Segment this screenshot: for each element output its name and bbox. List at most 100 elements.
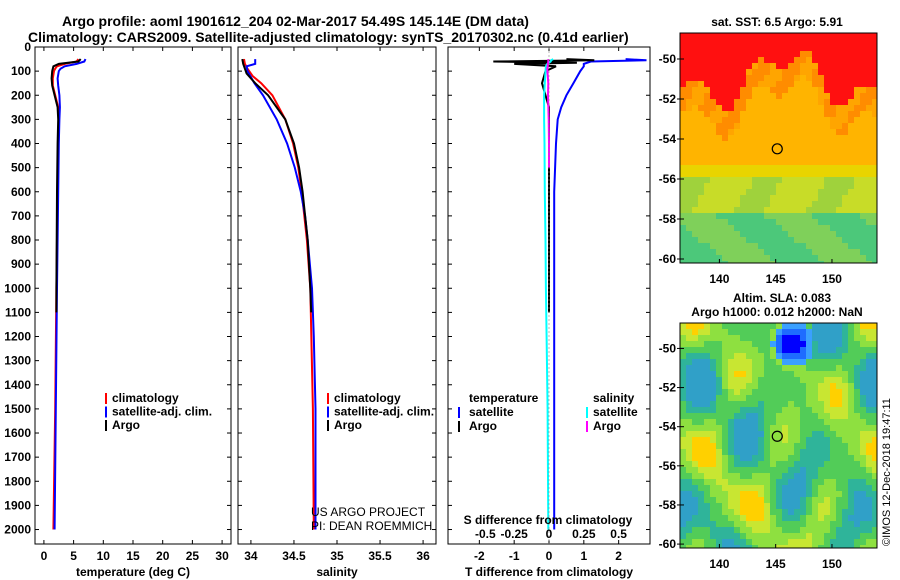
sst_map-cell [758,39,764,45]
sla_map-cell [806,401,812,407]
sst_map-cell [782,171,788,177]
sst_map-cell [842,69,848,75]
sla_map-cell [686,371,692,377]
sla_map-cell [800,509,806,515]
sst_map-cell [806,75,812,81]
depth-tick-label: 1200 [4,330,31,344]
sst_map-cell [788,105,794,111]
sst_map-cell [698,105,704,111]
sla_map-cell [860,509,866,515]
sst_map-cell [842,99,848,105]
sst_map-cell [842,201,848,207]
sla_map-cell [686,479,692,485]
sla_map-cell [866,491,872,497]
sla_map-cell [698,539,704,545]
sla_map-cell [836,485,842,491]
sla_map-cell [854,503,860,509]
sst_map-cell [686,171,692,177]
sst_map-cell [854,45,860,51]
sst_map-cell [704,255,710,261]
sst_map-cell [794,141,800,147]
sst_map-cell [800,57,806,63]
sla_map-cell [692,443,698,449]
sst_map-cell [836,231,842,237]
sst_map-cell [758,243,764,249]
sst_map-cell [866,183,872,189]
sla_map-cell [830,365,836,371]
sst_map-cell [806,117,812,123]
sst_map-cell [848,69,854,75]
sst_map-cell [782,87,788,93]
sla_map-cell [842,347,848,353]
sst_map-cell [686,69,692,75]
sla_map-cell [866,335,872,341]
sla_map-cell [764,401,770,407]
sst_map-cell [872,93,877,99]
sst_map-cell [716,51,722,57]
sst_map-cell [866,177,872,183]
depth-tick-label: 1400 [4,378,31,392]
sla_map-cell [794,443,800,449]
sst_map-cell [770,159,776,165]
sla_map-cell [710,485,716,491]
sla_map-cell [842,449,848,455]
sla_map-cell [806,449,812,455]
sst_map-cell [824,93,830,99]
salinity-diff-tick-label: 0.5 [610,527,627,541]
sst_map-cell [800,33,806,39]
sla_map-cell [698,461,704,467]
sla_map-cell [866,437,872,443]
sla_map-cell [848,371,854,377]
sst_map-cell [788,87,794,93]
sst_map-cell [794,213,800,219]
sst_map-cell [824,261,830,263]
sla_map-cell [836,533,842,539]
sla_map-cell [830,545,836,548]
sst_map-cell [806,87,812,93]
sla_map-cell [860,329,866,335]
sst_map-cell [788,39,794,45]
sla_map-cell [704,509,710,515]
sst_map-cell [824,165,830,171]
sst_map-cell [788,135,794,141]
sla_map-cell [740,335,746,341]
sla_map-cell [752,461,758,467]
sla_map-cell [872,395,877,401]
sst_map-cell [836,147,842,153]
sla_map-cell [710,425,716,431]
sla_map-cell [806,443,812,449]
sst_map-cell [848,129,854,135]
sst_map-cell [740,213,746,219]
sla_map-cell [716,383,722,389]
sst_map-cell [788,201,794,207]
sst_map-cell [854,201,860,207]
sst_map-cell [692,75,698,81]
sst_map-cell [842,123,848,129]
sla_map-cell [800,383,806,389]
sst_map-cell [722,129,728,135]
sst_map-cell [818,249,824,255]
sst_map-cell [860,243,866,249]
difference-series-temperature-satellite [553,58,647,530]
sla_map-cell [836,413,842,419]
sla_map-cell [788,473,794,479]
sla_map-cell [716,407,722,413]
sst_map-cell [752,75,758,81]
sla_map-cell [746,407,752,413]
sla_map-cell [728,449,734,455]
sst_map-cell [800,159,806,165]
sla_map-cell [812,533,818,539]
sst_map-cell [836,183,842,189]
sst_map-cell [728,99,734,105]
sla_map-cell [680,473,686,479]
sla_map-cell [764,497,770,503]
sst_map-cell [854,153,860,159]
sst_map-cell [854,255,860,261]
sst_map-cell [794,57,800,63]
sla_map-cell [830,401,836,407]
sst_map-cell [776,165,782,171]
sla_map-cell [728,539,734,545]
sst_map-cell [824,51,830,57]
sla_map-cell [692,491,698,497]
